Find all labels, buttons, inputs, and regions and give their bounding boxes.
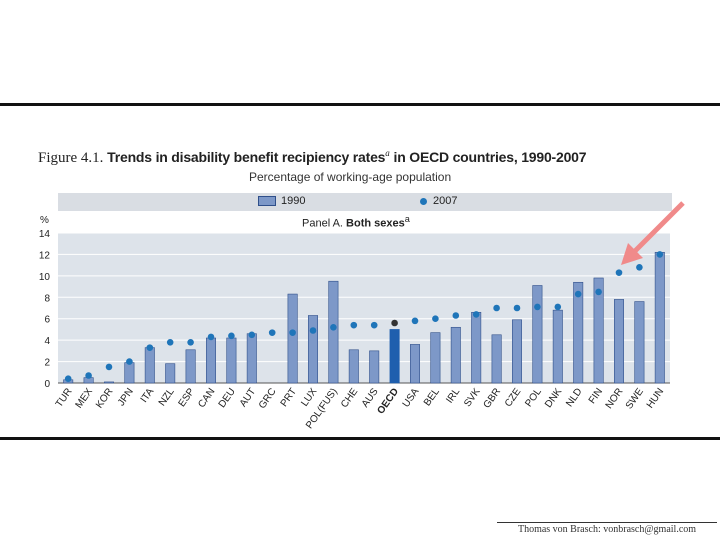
plot-area: [58, 233, 670, 383]
marker-2007: [289, 329, 296, 336]
bar-1990: [308, 315, 318, 384]
legend-bar-swatch: [258, 196, 276, 207]
marker-2007: [391, 319, 398, 327]
marker-2007: [411, 317, 419, 325]
figure-title: Figure 4.1. Trends in disability benefit…: [38, 148, 708, 167]
y-tick-label: 8: [44, 293, 50, 304]
bar-1990: [104, 381, 114, 384]
legend-dot-swatch: [420, 197, 427, 205]
marker-2007: [452, 312, 460, 319]
marker-2007: [656, 251, 664, 258]
legend-label-1990: 1990: [281, 195, 306, 207]
marker-2007: [472, 311, 480, 318]
panel-note: a: [404, 214, 410, 224]
bar-1990: [328, 280, 339, 384]
marker-2007: [85, 372, 92, 379]
marker-2007: [64, 375, 72, 383]
marker-2007: [534, 303, 541, 311]
marker-2007: [187, 338, 194, 346]
bar-1990: [410, 344, 420, 384]
marker-2007: [595, 288, 602, 296]
marker-2007: [554, 303, 562, 311]
bar-1990: [614, 299, 624, 384]
marker-2007: [248, 331, 256, 339]
marker-2007: [126, 358, 133, 365]
bar-1990: [165, 363, 176, 384]
bar-1990: [389, 329, 400, 384]
marker-2007: [146, 344, 154, 351]
bar-1990: [593, 277, 604, 384]
bar-1990: [491, 334, 502, 384]
footer-credit: Thomas von Brasch: vonbrasch@gmail.com: [497, 522, 717, 537]
marker-2007: [268, 329, 276, 336]
legend-item-2007: 2007: [420, 195, 457, 207]
legend-item-1990: 1990: [258, 195, 305, 207]
panel-name: Both sexes: [346, 217, 405, 230]
figure-title-text: Trends in disability benefit recipiency …: [107, 149, 386, 165]
marker-2007: [105, 363, 113, 371]
y-tick-label: 14: [39, 229, 51, 240]
bar-1990: [634, 301, 645, 384]
marker-2007: [615, 269, 623, 276]
y-tick-label: 2: [44, 358, 50, 369]
marker-2007: [370, 321, 378, 329]
y-axis-unit: %: [40, 215, 49, 226]
y-tick-label: 10: [39, 272, 51, 283]
figure-title-suffix: in OECD countries, 1990-2007: [393, 149, 587, 165]
bar-1990: [450, 326, 461, 384]
legend-label-2007: 2007: [433, 195, 458, 207]
bottom-rule: [0, 437, 720, 440]
marker-2007: [228, 332, 235, 340]
bar-1990: [573, 281, 584, 384]
marker-2007: [513, 304, 521, 312]
y-tick-label: 0: [44, 379, 50, 390]
bar-1990: [287, 293, 298, 384]
marker-2007: [432, 315, 439, 323]
figure-label: Figure 4.1.: [38, 150, 104, 166]
marker-2007: [330, 323, 337, 331]
marker-2007: [350, 321, 358, 329]
marker-2007: [207, 333, 215, 341]
top-rule: [0, 103, 720, 106]
panel-label: Panel A. Both sexesa: [302, 214, 410, 230]
marker-2007: [166, 338, 174, 346]
y-tick-label: 12: [39, 250, 51, 261]
chart-legend: 1990 2007: [58, 193, 672, 211]
figure-subtitle: Percentage of working-age population: [249, 170, 452, 184]
panel-prefix: Panel A.: [302, 217, 343, 230]
figure-title-note: a: [385, 148, 390, 158]
bar-1990: [532, 285, 543, 384]
marker-2007: [309, 327, 317, 334]
bar-1990: [369, 350, 380, 384]
y-tick-label: 6: [44, 315, 50, 326]
marker-2007: [574, 290, 582, 298]
marker-2007: [636, 263, 643, 271]
y-tick-label: 4: [44, 336, 50, 347]
bar-1990: [430, 332, 441, 384]
bar-1990: [185, 349, 196, 384]
marker-2007: [493, 304, 500, 312]
bar-1990: [512, 319, 522, 384]
bar-1990: [348, 349, 359, 384]
